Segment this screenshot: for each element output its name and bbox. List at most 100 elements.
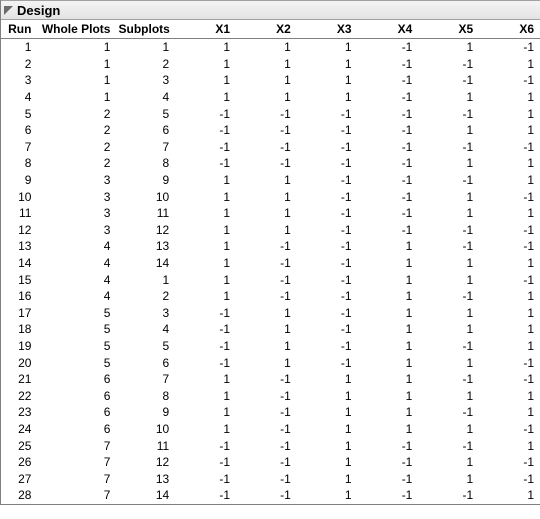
col-header-subplots[interactable]: Subplots bbox=[116, 20, 175, 39]
col-header-wholeplots[interactable]: Whole Plots bbox=[37, 20, 116, 39]
table-row[interactable]: 313111-1-1-1 bbox=[1, 72, 540, 89]
table-cell: 5 bbox=[37, 354, 116, 371]
table-row[interactable]: 1955-11-11-11 bbox=[1, 338, 540, 355]
table-cell: 7 bbox=[1, 139, 37, 156]
table-cell: -1 bbox=[297, 122, 358, 139]
table-cell: -1 bbox=[175, 437, 236, 454]
table-cell: -1 bbox=[479, 222, 540, 239]
table-cell: 1 bbox=[479, 321, 540, 338]
table-cell: -1 bbox=[479, 371, 540, 388]
table-cell: 3 bbox=[37, 172, 116, 189]
table-cell: -1 bbox=[175, 155, 236, 172]
table-cell: 1 bbox=[358, 271, 419, 288]
table-row[interactable]: 27713-1-11-11-1 bbox=[1, 470, 540, 487]
table-row[interactable]: 111111-11-1 bbox=[1, 39, 540, 56]
col-header-x5[interactable]: X5 bbox=[418, 20, 479, 39]
table-row[interactable]: 23691-111-11 bbox=[1, 404, 540, 421]
table-row[interactable]: 1031011-1-11-1 bbox=[1, 188, 540, 205]
col-header-x6[interactable]: X6 bbox=[479, 20, 540, 39]
table-cell: 1 bbox=[116, 39, 175, 56]
table-cell: 1 bbox=[175, 89, 236, 106]
table-row[interactable]: 93911-1-1-11 bbox=[1, 172, 540, 189]
table-cell: 1 bbox=[479, 255, 540, 272]
table-cell: 26 bbox=[1, 454, 37, 471]
table-cell: 5 bbox=[116, 338, 175, 355]
table-row[interactable]: 144141-1-1111 bbox=[1, 255, 540, 272]
table-cell: -1 bbox=[418, 437, 479, 454]
table-cell: 1 bbox=[297, 437, 358, 454]
table-row[interactable]: 16421-1-11-11 bbox=[1, 288, 540, 305]
table-cell: 5 bbox=[37, 305, 116, 322]
table-row[interactable]: 1231211-1-1-1-1 bbox=[1, 222, 540, 239]
table-row[interactable]: 1131111-1-111 bbox=[1, 205, 540, 222]
table-cell: -1 bbox=[175, 338, 236, 355]
table-cell: 1 bbox=[236, 39, 297, 56]
table-row[interactable]: 1753-11-1111 bbox=[1, 305, 540, 322]
table-cell: 1 bbox=[358, 387, 419, 404]
table-cell: -1 bbox=[297, 205, 358, 222]
col-header-x4[interactable]: X4 bbox=[358, 20, 419, 39]
table-cell: 1 bbox=[358, 354, 419, 371]
panel-header[interactable]: Design bbox=[1, 0, 540, 20]
table-row[interactable]: 26712-1-11-11-1 bbox=[1, 454, 540, 471]
table-cell: 1 bbox=[175, 288, 236, 305]
table-row[interactable]: 134131-1-11-1-1 bbox=[1, 238, 540, 255]
table-row[interactable]: 626-1-1-1-111 bbox=[1, 122, 540, 139]
table-cell: 12 bbox=[116, 454, 175, 471]
table-row[interactable]: 22681-11111 bbox=[1, 387, 540, 404]
table-cell: 1 bbox=[418, 305, 479, 322]
table-cell: -1 bbox=[358, 205, 419, 222]
table-row[interactable]: 414111-111 bbox=[1, 89, 540, 106]
table-cell: 1 bbox=[418, 155, 479, 172]
table-cell: 1 bbox=[358, 404, 419, 421]
table-cell: 13 bbox=[1, 238, 37, 255]
table-header-row: Run Whole Plots Subplots X1 X2 X3 X4 X5 … bbox=[1, 20, 540, 39]
table-cell: 8 bbox=[1, 155, 37, 172]
table-cell: -1 bbox=[175, 122, 236, 139]
table-row[interactable]: 212111-1-11 bbox=[1, 56, 540, 73]
table-cell: 16 bbox=[1, 288, 37, 305]
table-cell: 1 bbox=[479, 89, 540, 106]
table-cell: 27 bbox=[1, 470, 37, 487]
table-row[interactable]: 525-1-1-1-1-11 bbox=[1, 105, 540, 122]
design-table: Run Whole Plots Subplots X1 X2 X3 X4 X5 … bbox=[1, 20, 540, 504]
table-cell: -1 bbox=[358, 122, 419, 139]
table-cell: -1 bbox=[175, 321, 236, 338]
table-cell: 1 bbox=[236, 172, 297, 189]
table-cell: 1 bbox=[418, 188, 479, 205]
disclosure-triangle-icon[interactable] bbox=[3, 5, 13, 15]
table-row[interactable]: 727-1-1-1-1-1-1 bbox=[1, 139, 540, 156]
table-cell: 10 bbox=[1, 188, 37, 205]
table-row[interactable]: 28714-1-11-1-11 bbox=[1, 487, 540, 504]
table-row[interactable]: 25711-1-11-1-11 bbox=[1, 437, 540, 454]
table-row[interactable]: 2056-11-111-1 bbox=[1, 354, 540, 371]
table-cell: 4 bbox=[1, 89, 37, 106]
table-cell: -1 bbox=[358, 39, 419, 56]
table-row[interactable]: 246101-1111-1 bbox=[1, 421, 540, 438]
table-cell: 1 bbox=[418, 255, 479, 272]
table-cell: -1 bbox=[236, 437, 297, 454]
table-cell: 6 bbox=[37, 404, 116, 421]
table-cell: -1 bbox=[358, 172, 419, 189]
table-cell: 1 bbox=[236, 56, 297, 73]
table-cell: -1 bbox=[418, 72, 479, 89]
table-cell: -1 bbox=[297, 172, 358, 189]
col-header-x2[interactable]: X2 bbox=[236, 20, 297, 39]
table-cell: -1 bbox=[297, 238, 358, 255]
table-cell: 1 bbox=[37, 56, 116, 73]
col-header-x1[interactable]: X1 bbox=[175, 20, 236, 39]
table-cell: -1 bbox=[297, 105, 358, 122]
col-header-x3[interactable]: X3 bbox=[297, 20, 358, 39]
table-cell: -1 bbox=[479, 354, 540, 371]
table-row[interactable]: 1854-11-1111 bbox=[1, 321, 540, 338]
table-cell: 1 bbox=[1, 39, 37, 56]
table-row[interactable]: 828-1-1-1-111 bbox=[1, 155, 540, 172]
table-cell: -1 bbox=[297, 288, 358, 305]
table-cell: -1 bbox=[236, 122, 297, 139]
table-cell: -1 bbox=[175, 305, 236, 322]
col-header-run[interactable]: Run bbox=[1, 20, 37, 39]
table-cell: 1 bbox=[418, 354, 479, 371]
table-row[interactable]: 21671-111-1-1 bbox=[1, 371, 540, 388]
table-row[interactable]: 15411-1-111-1 bbox=[1, 271, 540, 288]
table-cell: 1 bbox=[175, 222, 236, 239]
